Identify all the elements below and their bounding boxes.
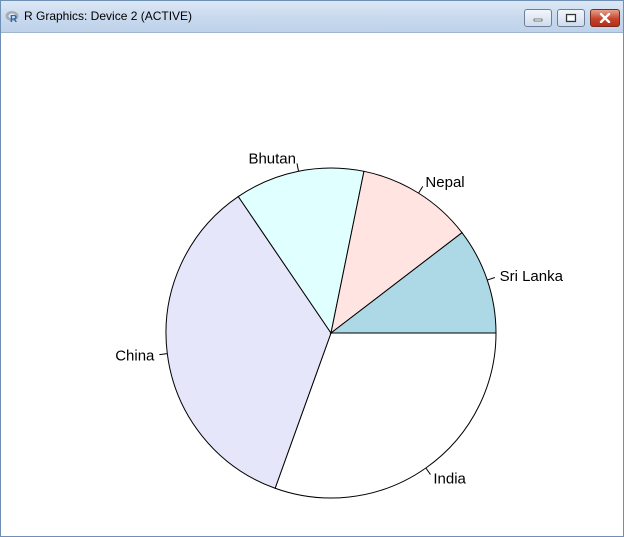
minimize-icon <box>533 18 543 22</box>
pie-label-nepal: Nepal <box>425 174 464 191</box>
pie-chart: India China Bhutan Nepal Sri Lanka <box>115 150 564 499</box>
close-icon <box>599 13 611 23</box>
label-tick-china <box>159 353 168 356</box>
close-button[interactable] <box>590 9 620 27</box>
r-logo-icon: R <box>5 11 19 24</box>
label-tick-bhutan <box>296 163 300 172</box>
pie-label-sri-lanka: Sri Lanka <box>500 268 564 285</box>
plot-area: India China Bhutan Nepal Sri Lanka <box>2 33 624 537</box>
window-title: R Graphics: Device 2 (ACTIVE) <box>24 9 193 23</box>
pie-label-china: China <box>115 347 155 364</box>
label-tick-nepal <box>418 186 424 194</box>
maximize-button[interactable] <box>557 9 585 27</box>
pie-label-bhutan: Bhutan <box>248 150 296 167</box>
label-tick-sri-lanka <box>487 277 496 281</box>
label-tick-india <box>425 467 431 475</box>
window-titlebar[interactable]: R R Graphics: Device 2 (ACTIVE) <box>1 1 623 33</box>
maximize-icon <box>565 13 577 23</box>
pie-slice-bhutan <box>237 167 365 335</box>
minimize-button[interactable] <box>524 9 552 27</box>
svg-text:R: R <box>10 14 18 24</box>
pie-slice-sri-lanka <box>329 231 497 334</box>
pie-label-india: India <box>433 471 466 488</box>
